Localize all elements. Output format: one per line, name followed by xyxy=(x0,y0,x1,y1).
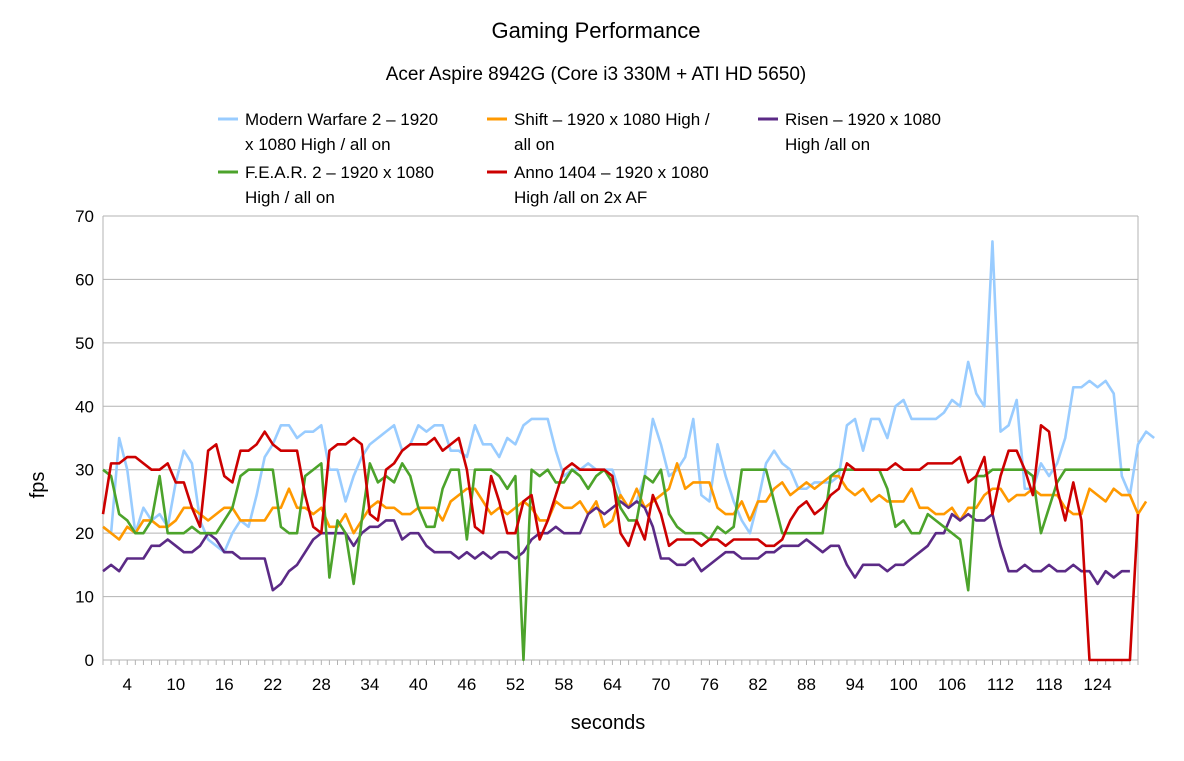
x-tick-label: 40 xyxy=(409,675,428,694)
y-tick-label: 10 xyxy=(75,588,94,607)
legend-label: High /all on 2x AF xyxy=(514,188,647,207)
x-tick-label: 124 xyxy=(1083,675,1111,694)
x-tick-label: 88 xyxy=(797,675,816,694)
legend-label: Shift – 1920 x 1080 High / xyxy=(514,110,710,129)
x-tick-label: 58 xyxy=(554,675,573,694)
legend-label: all on xyxy=(514,135,555,154)
x-axis-ticks: 4 10 16 22 28 34 40 46 52 58 64 70 76 82 88 94 100 106 112… xyxy=(102,660,1139,694)
legend-label: Modern Warfare 2 – 1920 xyxy=(245,110,438,129)
y-axis-label: fps xyxy=(27,472,49,499)
x-tick-label: 94 xyxy=(846,675,865,694)
y-tick-label: 50 xyxy=(75,334,94,353)
y-tick-label: 30 xyxy=(75,461,94,480)
x-tick-label: 82 xyxy=(749,675,768,694)
y-tick-label: 40 xyxy=(75,397,94,416)
x-tick-label: 46 xyxy=(457,675,476,694)
legend-label: x 1080 High / all on xyxy=(245,135,391,154)
x-tick-label: 64 xyxy=(603,675,622,694)
x-tick-label: 76 xyxy=(700,675,719,694)
gridlines xyxy=(102,215,1139,661)
x-tick-label: 10 xyxy=(166,675,185,694)
x-tick-label: 28 xyxy=(312,675,331,694)
chart-subtitle: Acer Aspire 8942G (Core i3 330M + ATI HD… xyxy=(386,64,807,85)
x-tick-label: 118 xyxy=(1036,675,1063,694)
y-tick-label: 60 xyxy=(75,270,94,289)
y-axis-ticks: 0 10 20 30 40 50 60 70 xyxy=(75,207,94,670)
legend-label: High /all on xyxy=(785,135,870,154)
legend-label: Risen – 1920 x 1080 xyxy=(785,110,941,129)
legend-label: High / all on xyxy=(245,188,335,207)
y-tick-label: 20 xyxy=(75,524,94,543)
series-line-4 xyxy=(102,462,1130,662)
series-line-3 xyxy=(102,500,1130,592)
legend-label: F.E.A.R. 2 – 1920 x 1080 xyxy=(245,163,434,182)
x-tick-label: 4 xyxy=(123,675,132,694)
y-tick-label: 70 xyxy=(75,207,94,226)
x-tick-label: 100 xyxy=(889,675,917,694)
x-tick-label: 70 xyxy=(651,675,670,694)
legend-label: Anno 1404 – 1920 x 1080 xyxy=(514,163,709,182)
series-lines xyxy=(101,240,1155,662)
x-tick-label: 106 xyxy=(938,675,966,694)
series-line-2 xyxy=(102,462,1148,541)
x-tick-label: 34 xyxy=(360,675,379,694)
chart-title: Gaming Performance xyxy=(491,18,700,43)
x-tick-label: 16 xyxy=(215,675,234,694)
x-tick-label: 52 xyxy=(506,675,525,694)
x-axis-label: seconds xyxy=(571,712,646,734)
x-tick-label: 112 xyxy=(987,675,1014,694)
series-line-5 xyxy=(101,424,1140,662)
chart-legend: Modern Warfare 2 – 1920 x 1080 High / all… xyxy=(218,110,941,207)
y-tick-label: 0 xyxy=(85,651,94,670)
x-tick-label: 22 xyxy=(263,675,282,694)
